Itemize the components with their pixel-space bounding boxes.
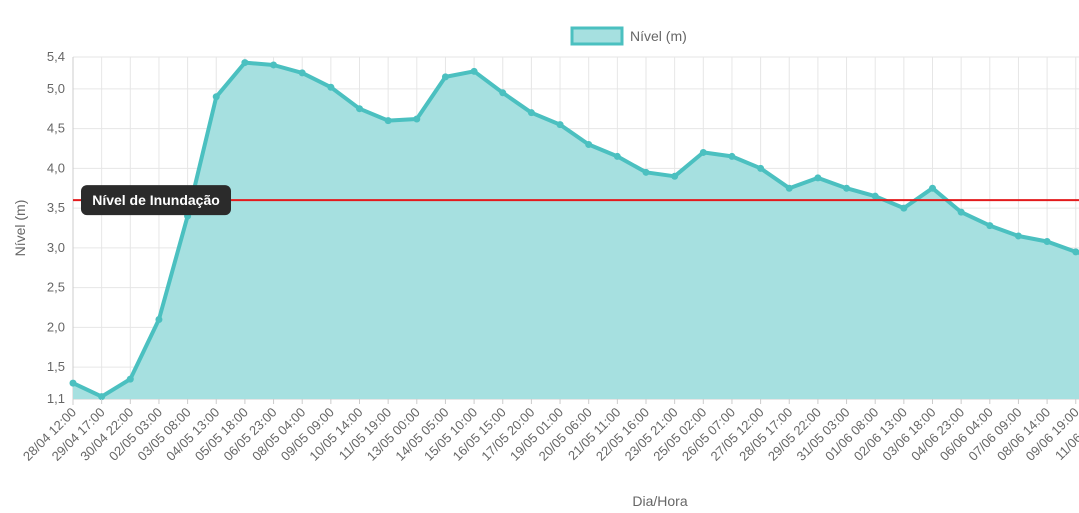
data-point[interactable]	[69, 379, 77, 387]
data-point[interactable]	[527, 109, 535, 117]
data-point[interactable]	[155, 315, 163, 323]
y-axis-ticks: 5,4 5,0 4,5 4,0 3,5 3,0 2,5 2,0 1,5 1,1	[47, 49, 65, 406]
data-point[interactable]	[298, 69, 306, 77]
data-point[interactable]	[413, 115, 421, 123]
legend-label[interactable]: Nível (m)	[630, 28, 687, 44]
data-point[interactable]	[957, 208, 965, 216]
legend-swatch[interactable]	[570, 26, 624, 46]
data-point[interactable]	[98, 393, 106, 401]
flood-annotation: Nível de Inundação	[73, 185, 1079, 216]
y-tick-label: 2,0	[47, 319, 65, 334]
data-point[interactable]	[270, 61, 278, 69]
legend[interactable]: Nível (m)	[570, 26, 687, 46]
data-point[interactable]	[585, 140, 593, 148]
data-point[interactable]	[671, 172, 679, 180]
data-point[interactable]	[1014, 232, 1022, 240]
y-tick-label: 4,0	[47, 160, 65, 175]
data-point[interactable]	[1072, 248, 1079, 256]
data-point[interactable]	[1043, 238, 1051, 246]
flood-label-box	[81, 185, 231, 216]
data-point[interactable]	[728, 152, 736, 160]
data-point[interactable]	[757, 164, 765, 172]
y-tick-label: 3,0	[47, 240, 65, 255]
y-tick-label: 5,0	[47, 81, 65, 96]
data-point[interactable]	[642, 168, 650, 176]
data-point[interactable]	[470, 67, 478, 75]
data-point[interactable]	[241, 59, 249, 67]
data-point[interactable]	[871, 192, 879, 200]
data-point[interactable]	[929, 184, 936, 192]
y-tick-label: 1,1	[47, 391, 65, 406]
flood-label-text: Nível de Inundação	[92, 192, 220, 208]
data-point[interactable]	[126, 375, 134, 383]
data-point[interactable]	[356, 105, 363, 113]
data-point[interactable]	[814, 174, 822, 182]
data-point[interactable]	[327, 83, 335, 91]
data-point[interactable]	[785, 184, 793, 192]
data-point[interactable]	[986, 222, 994, 230]
data-point[interactable]	[613, 152, 621, 160]
data-point[interactable]	[843, 184, 851, 192]
y-tick-label: 2,5	[47, 280, 65, 295]
data-point[interactable]	[212, 93, 220, 101]
y-tick-label: 3,5	[47, 200, 65, 215]
data-point[interactable]	[556, 121, 564, 129]
data-point[interactable]	[499, 89, 507, 97]
y-tick-label: 4,5	[47, 121, 65, 136]
y-axis-title: Nível (m)	[12, 200, 28, 257]
y-tick-label: 1,5	[47, 359, 65, 374]
series-area	[69, 59, 1079, 401]
data-point[interactable]	[384, 117, 392, 125]
x-axis-title: Dia/Hora	[632, 493, 687, 509]
data-point[interactable]	[441, 73, 449, 81]
series-fill	[73, 62, 1079, 399]
data-point[interactable]	[699, 148, 707, 156]
y-tick-label: 5,4	[47, 49, 65, 64]
data-point[interactable]	[900, 204, 908, 212]
